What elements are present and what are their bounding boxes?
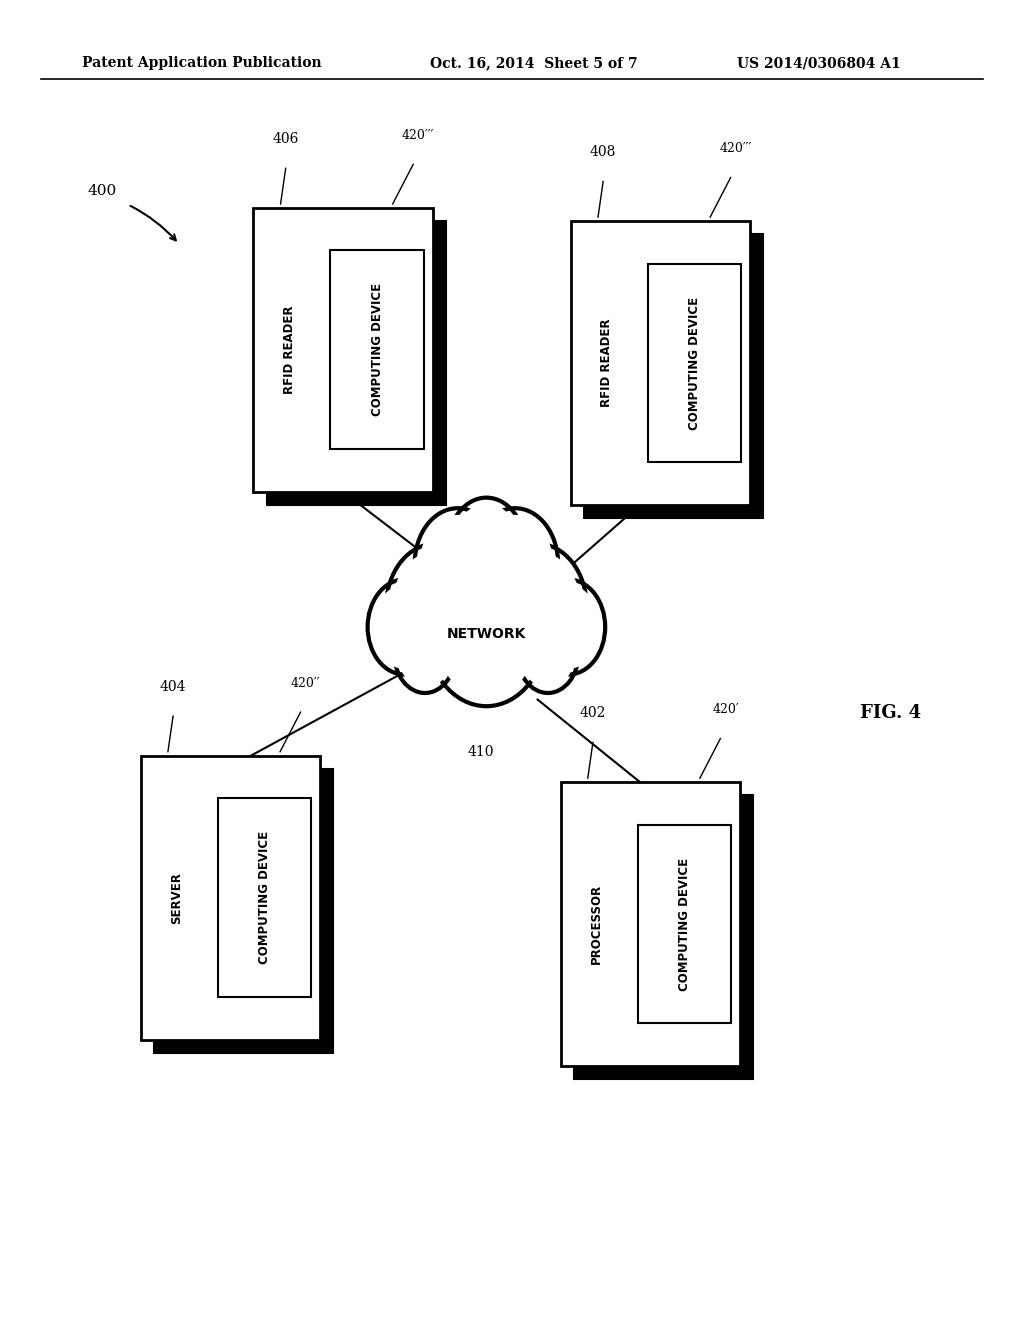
Bar bbox=[155, 768, 334, 1053]
Bar bbox=[638, 825, 731, 1023]
Text: PROCESSOR: PROCESSOR bbox=[590, 884, 603, 964]
Bar bbox=[648, 264, 741, 462]
Text: US 2014/0306804 A1: US 2014/0306804 A1 bbox=[737, 57, 901, 70]
Circle shape bbox=[394, 614, 456, 693]
Circle shape bbox=[420, 515, 496, 612]
Text: 410: 410 bbox=[468, 746, 495, 759]
Text: 402: 402 bbox=[580, 706, 606, 721]
Bar bbox=[141, 755, 319, 1040]
Circle shape bbox=[368, 579, 441, 675]
Text: COMPUTING DEVICE: COMPUTING DEVICE bbox=[258, 832, 271, 964]
Text: Patent Application Publication: Patent Application Publication bbox=[82, 57, 322, 70]
Circle shape bbox=[415, 508, 501, 619]
Text: Oct. 16, 2014  Sheet 5 of 7: Oct. 16, 2014 Sheet 5 of 7 bbox=[430, 57, 638, 70]
Text: NETWORK: NETWORK bbox=[446, 627, 526, 640]
Text: RFID READER: RFID READER bbox=[283, 305, 296, 395]
Text: 404: 404 bbox=[160, 680, 186, 694]
Circle shape bbox=[432, 557, 541, 697]
Circle shape bbox=[531, 579, 605, 675]
Circle shape bbox=[392, 552, 478, 663]
Text: COMPUTING DEVICE: COMPUTING DEVICE bbox=[688, 297, 701, 429]
Text: SERVER: SERVER bbox=[170, 871, 183, 924]
Bar bbox=[218, 799, 311, 997]
Circle shape bbox=[425, 548, 548, 706]
Bar bbox=[571, 222, 750, 506]
Circle shape bbox=[477, 515, 553, 612]
Circle shape bbox=[536, 585, 601, 669]
Text: 420′′: 420′′ bbox=[291, 677, 321, 689]
Text: COMPUTING DEVICE: COMPUTING DEVICE bbox=[678, 858, 691, 990]
Circle shape bbox=[453, 504, 520, 591]
Text: 420′: 420′ bbox=[712, 704, 739, 715]
Circle shape bbox=[447, 498, 525, 598]
Circle shape bbox=[495, 552, 581, 663]
Bar bbox=[561, 781, 739, 1067]
Circle shape bbox=[521, 619, 574, 688]
Bar bbox=[573, 795, 754, 1080]
Text: 420′′′: 420′′′ bbox=[720, 143, 752, 154]
Circle shape bbox=[386, 544, 484, 671]
Bar bbox=[254, 209, 432, 492]
Bar bbox=[266, 222, 446, 506]
Circle shape bbox=[372, 585, 437, 669]
Circle shape bbox=[488, 544, 587, 671]
Circle shape bbox=[517, 614, 579, 693]
Text: 406: 406 bbox=[272, 132, 299, 147]
Circle shape bbox=[398, 619, 452, 688]
Bar bbox=[331, 251, 424, 449]
Text: 420′′′: 420′′′ bbox=[402, 129, 434, 141]
Text: RFID READER: RFID READER bbox=[600, 318, 613, 408]
Text: FIG. 4: FIG. 4 bbox=[860, 704, 922, 722]
Bar bbox=[584, 235, 764, 519]
Text: 400: 400 bbox=[88, 185, 117, 198]
Text: 408: 408 bbox=[590, 145, 616, 160]
Circle shape bbox=[472, 508, 558, 619]
Text: COMPUTING DEVICE: COMPUTING DEVICE bbox=[371, 284, 384, 416]
